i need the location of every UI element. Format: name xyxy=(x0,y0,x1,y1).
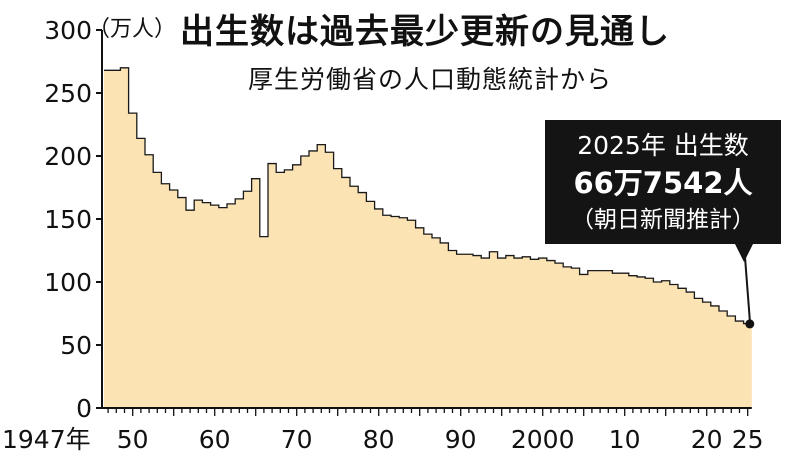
x-tick-label-1990: 90 xyxy=(445,425,477,454)
y-tick-label-200: 200 xyxy=(44,142,92,171)
x-tick-label-2000: 2000 xyxy=(511,425,575,454)
y-tick-label-150: 150 xyxy=(44,205,92,234)
chart-title: 出生数は過去最少更新の見通し xyxy=(180,12,670,52)
callout-year-label: 2025年 出生数 xyxy=(577,131,749,160)
x-tick-label-2025: 25 xyxy=(732,425,764,454)
y-tick-label-300: 300 xyxy=(44,16,92,45)
callout-source: （朝日新聞推計） xyxy=(571,207,755,233)
x-tick-label-1970: 70 xyxy=(281,425,313,454)
y-tick-label-100: 100 xyxy=(44,268,92,297)
plot-area xyxy=(104,67,755,409)
birth-step-line xyxy=(104,67,752,325)
x-tick-label-1947: 1947年 xyxy=(2,425,91,454)
callout-arrow xyxy=(735,244,753,262)
y-tick-label-0: 0 xyxy=(76,394,92,423)
y-axis-unit-label: （万人） xyxy=(88,17,176,42)
x-tick-label-2010: 10 xyxy=(609,425,641,454)
birth-area xyxy=(104,67,752,409)
y-tick-label-250: 250 xyxy=(44,79,92,108)
x-tick-label-1950: 50 xyxy=(117,425,149,454)
x-tick-label-1980: 80 xyxy=(363,425,395,454)
y-tick-label-50: 50 xyxy=(60,331,92,360)
highlight-point-2025 xyxy=(745,319,755,329)
annotation-callout: 2025年 出生数 66万7542人 （朝日新聞推計） xyxy=(545,120,781,244)
axes: 0 50 100 150 200 250 300 1947年 50 60 70 80 90 2000 10 2… xyxy=(2,16,764,454)
chart-subtitle: 厚生労働省の人口動態統計から xyxy=(248,65,613,94)
x-tick-label-1960: 60 xyxy=(199,425,231,454)
callout-value: 66万7542人 xyxy=(573,166,753,200)
x-tick-label-2020: 20 xyxy=(691,425,723,454)
